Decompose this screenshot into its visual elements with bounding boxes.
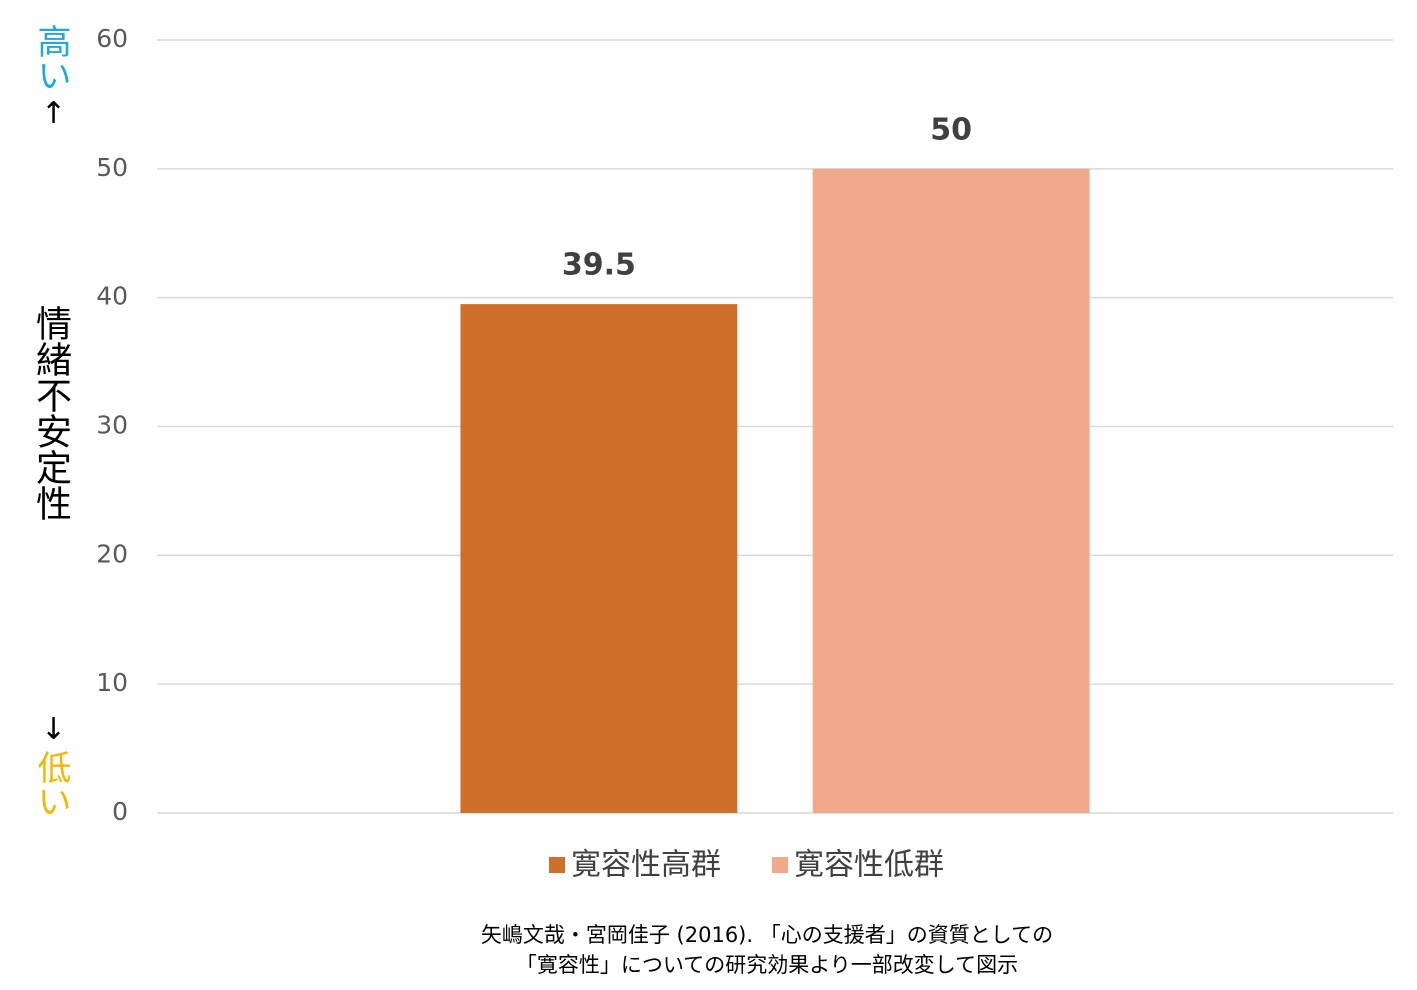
legend-swatch: [549, 857, 565, 873]
y-annotation-low: 低い: [31, 750, 71, 818]
y-tick-label: 30: [96, 411, 128, 440]
value-label: 50: [930, 112, 972, 147]
source-line: 矢嶋文哉・宮岡佳子 (2016). 「心の支援者」の資質としての: [480, 923, 1054, 947]
y-tick-label: 40: [96, 282, 128, 311]
y-annotation-up: ↑: [36, 96, 71, 131]
legend-swatch: [772, 857, 788, 873]
y-annotation-high: 高い: [31, 24, 71, 92]
y-tick-label: 50: [96, 153, 128, 182]
source-line: 「寛容性」についての研究効果より一部改変して図示: [515, 953, 1019, 977]
source-note: 矢嶋文哉・宮岡佳子 (2016). 「心の支援者」の資質としての 「寛容性」につ…: [0, 920, 1417, 980]
bar: [812, 168, 1090, 814]
value-label: 39.5: [562, 248, 636, 283]
bar: [460, 304, 738, 813]
y-annotation-down: ↓: [36, 712, 71, 747]
y-tick-label: 10: [96, 668, 128, 697]
legend-label: 寛容性低群: [794, 848, 944, 883]
legend-label: 寛容性高群: [571, 848, 721, 883]
y-tick-label: 20: [96, 539, 128, 568]
y-tick-label: 60: [96, 24, 128, 53]
y-axis-label: 情緒不安定性: [30, 305, 71, 521]
y-tick-label: 0: [112, 797, 128, 826]
